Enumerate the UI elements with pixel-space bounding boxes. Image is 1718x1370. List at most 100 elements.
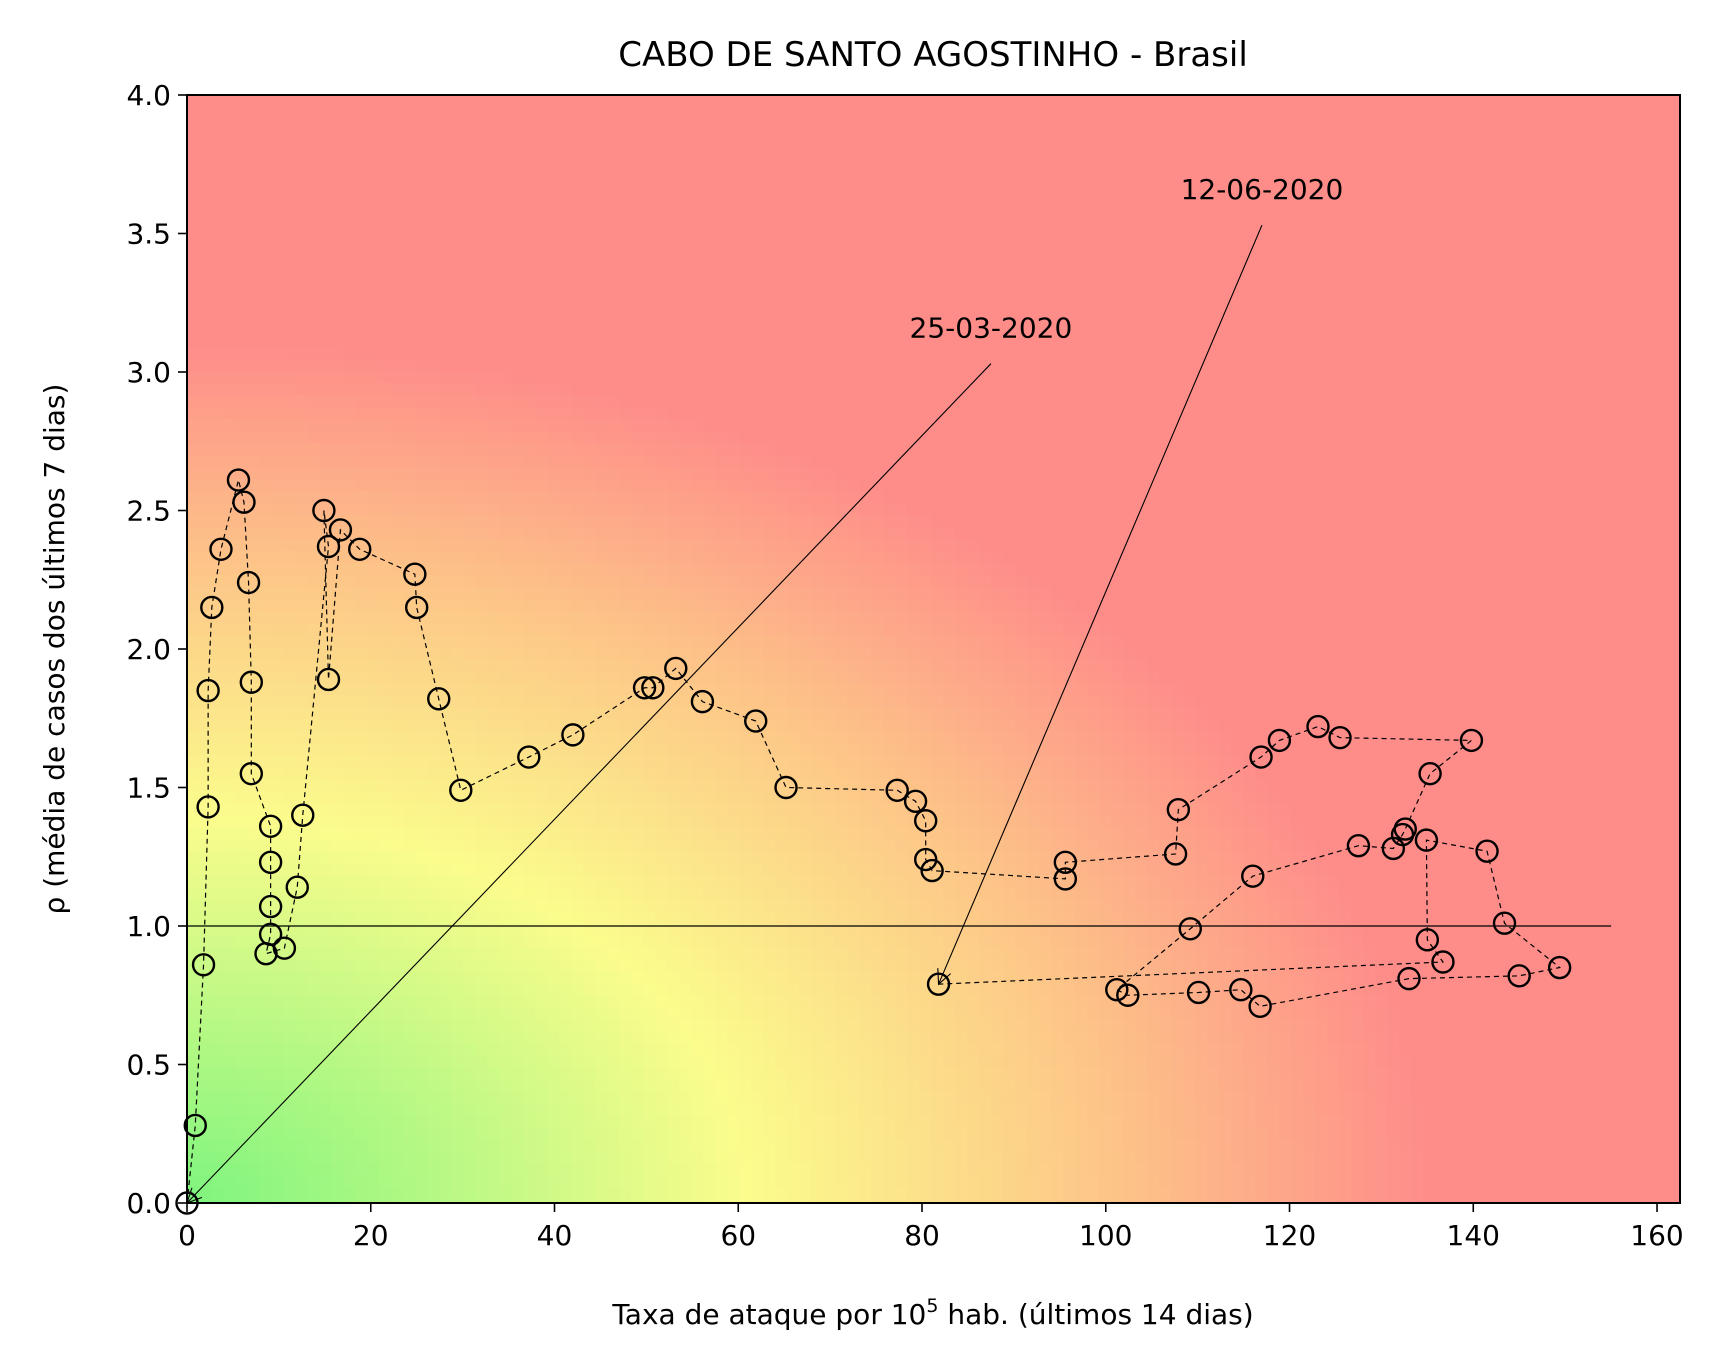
data-point xyxy=(1229,978,1253,1002)
data-point xyxy=(1105,978,1129,1002)
data-point xyxy=(1166,797,1191,822)
y-tick-label: 0.5 xyxy=(126,1049,171,1082)
x-axis-label-superscript: 5 xyxy=(926,1295,938,1317)
data-point xyxy=(1397,966,1421,991)
x-tick-label: 40 xyxy=(537,1219,573,1252)
data-point xyxy=(196,678,220,703)
data-point xyxy=(1507,964,1531,988)
data-point xyxy=(913,809,938,833)
data-points-layer xyxy=(175,468,1572,1215)
x-tick-label: 160 xyxy=(1630,1219,1683,1252)
data-point xyxy=(183,1113,207,1138)
data-point xyxy=(632,676,657,700)
data-point xyxy=(1328,725,1352,750)
y-tick-label: 1.0 xyxy=(126,910,171,943)
data-point xyxy=(1459,728,1484,753)
data-point xyxy=(1414,828,1439,852)
data-point xyxy=(926,972,951,996)
data-point xyxy=(285,875,309,899)
data-point xyxy=(1186,980,1211,1005)
x-axis-label: Taxa de ataque por 105 hab. (últimos 14 … xyxy=(611,1295,1253,1331)
data-point xyxy=(885,778,909,802)
data-point xyxy=(1381,836,1406,861)
data-point xyxy=(517,745,541,769)
data-point xyxy=(690,689,715,714)
risk-gradient-background xyxy=(187,95,1680,1203)
y-axis-label: ρ (média de casos dos últimos 7 dias) xyxy=(38,384,71,915)
y-tick-label: 2.0 xyxy=(126,633,171,666)
data-point xyxy=(258,894,283,919)
annotation-arrow-line xyxy=(186,363,992,1204)
data-point xyxy=(1475,839,1499,863)
data-point xyxy=(209,537,233,561)
data-point xyxy=(232,490,256,514)
data-point xyxy=(258,814,283,838)
data-point xyxy=(1492,911,1517,935)
data-point xyxy=(196,795,220,819)
annotation-arrow-line xyxy=(938,224,1263,985)
data-point xyxy=(1053,850,1078,874)
x-tick-label: 60 xyxy=(720,1219,756,1252)
x-tick-label: 120 xyxy=(1263,1219,1316,1252)
data-point xyxy=(316,534,341,559)
data-point xyxy=(1241,864,1265,888)
x-tick-label: 140 xyxy=(1447,1219,1500,1252)
x-tick-label: 100 xyxy=(1079,1219,1132,1252)
data-point xyxy=(1248,994,1272,1019)
annotation-labels: 25-03-2020 12-06-2020 xyxy=(910,173,1344,345)
data-point xyxy=(1163,842,1188,866)
x-tick-label: 20 xyxy=(353,1219,389,1252)
data-point xyxy=(1306,714,1330,739)
data-point xyxy=(328,518,353,542)
chart-title: CABO DE SANTO AGOSTINHO - Brasil xyxy=(618,35,1248,75)
data-point xyxy=(272,936,297,960)
data-point xyxy=(236,570,261,595)
data-point xyxy=(664,656,688,681)
x-tick-label: 80 xyxy=(904,1219,940,1252)
data-point xyxy=(1116,983,1140,1007)
y-tick-label: 1.5 xyxy=(126,772,171,805)
data-point xyxy=(291,803,315,827)
data-point xyxy=(404,595,429,620)
data-point xyxy=(1249,745,1273,769)
data-point xyxy=(258,850,283,874)
y-axis-ticks: 0.0 0.5 1.0 1.5 2.0 2.5 3.0 3.5 4.0 xyxy=(126,79,187,1220)
y-tick-label: 3.0 xyxy=(126,356,171,389)
data-point xyxy=(903,789,928,814)
x-axis-label-rest: hab. (últimos 14 dias) xyxy=(938,1298,1253,1331)
data-point xyxy=(1415,928,1440,952)
annotation-label: 25-03-2020 xyxy=(910,312,1073,345)
data-point xyxy=(1267,728,1292,753)
data-point xyxy=(913,847,938,872)
y-tick-label: 0.0 xyxy=(126,1187,171,1220)
y-tick-label: 4.0 xyxy=(126,79,171,112)
data-point xyxy=(744,709,768,733)
data-point xyxy=(239,761,264,786)
y-tick-label: 2.5 xyxy=(126,495,171,528)
data-point xyxy=(641,676,665,700)
x-tick-label: 0 xyxy=(178,1219,196,1252)
data-point xyxy=(191,953,216,977)
data-point xyxy=(1418,761,1442,786)
x-axis-ticks: 0 20 40 60 80 100 120 140 160 xyxy=(178,1203,1684,1252)
data-point xyxy=(1346,833,1371,858)
data-point xyxy=(774,775,798,800)
data-point xyxy=(312,498,336,523)
data-point xyxy=(200,595,224,620)
x-axis-label-main: Taxa de ataque por 10 xyxy=(611,1298,926,1331)
data-point xyxy=(427,687,451,711)
data-point xyxy=(403,562,427,586)
data-point xyxy=(226,468,251,492)
data-point xyxy=(1431,950,1455,974)
data-point xyxy=(239,670,264,694)
y-tick-label: 3.5 xyxy=(126,218,171,251)
data-point xyxy=(449,778,473,802)
data-point xyxy=(920,858,944,883)
data-point xyxy=(1178,917,1202,941)
data-point xyxy=(1053,867,1078,891)
data-point xyxy=(1547,955,1572,980)
data-point xyxy=(348,537,372,561)
annotation-label: 12-06-2020 xyxy=(1181,173,1344,206)
data-point xyxy=(561,723,585,747)
